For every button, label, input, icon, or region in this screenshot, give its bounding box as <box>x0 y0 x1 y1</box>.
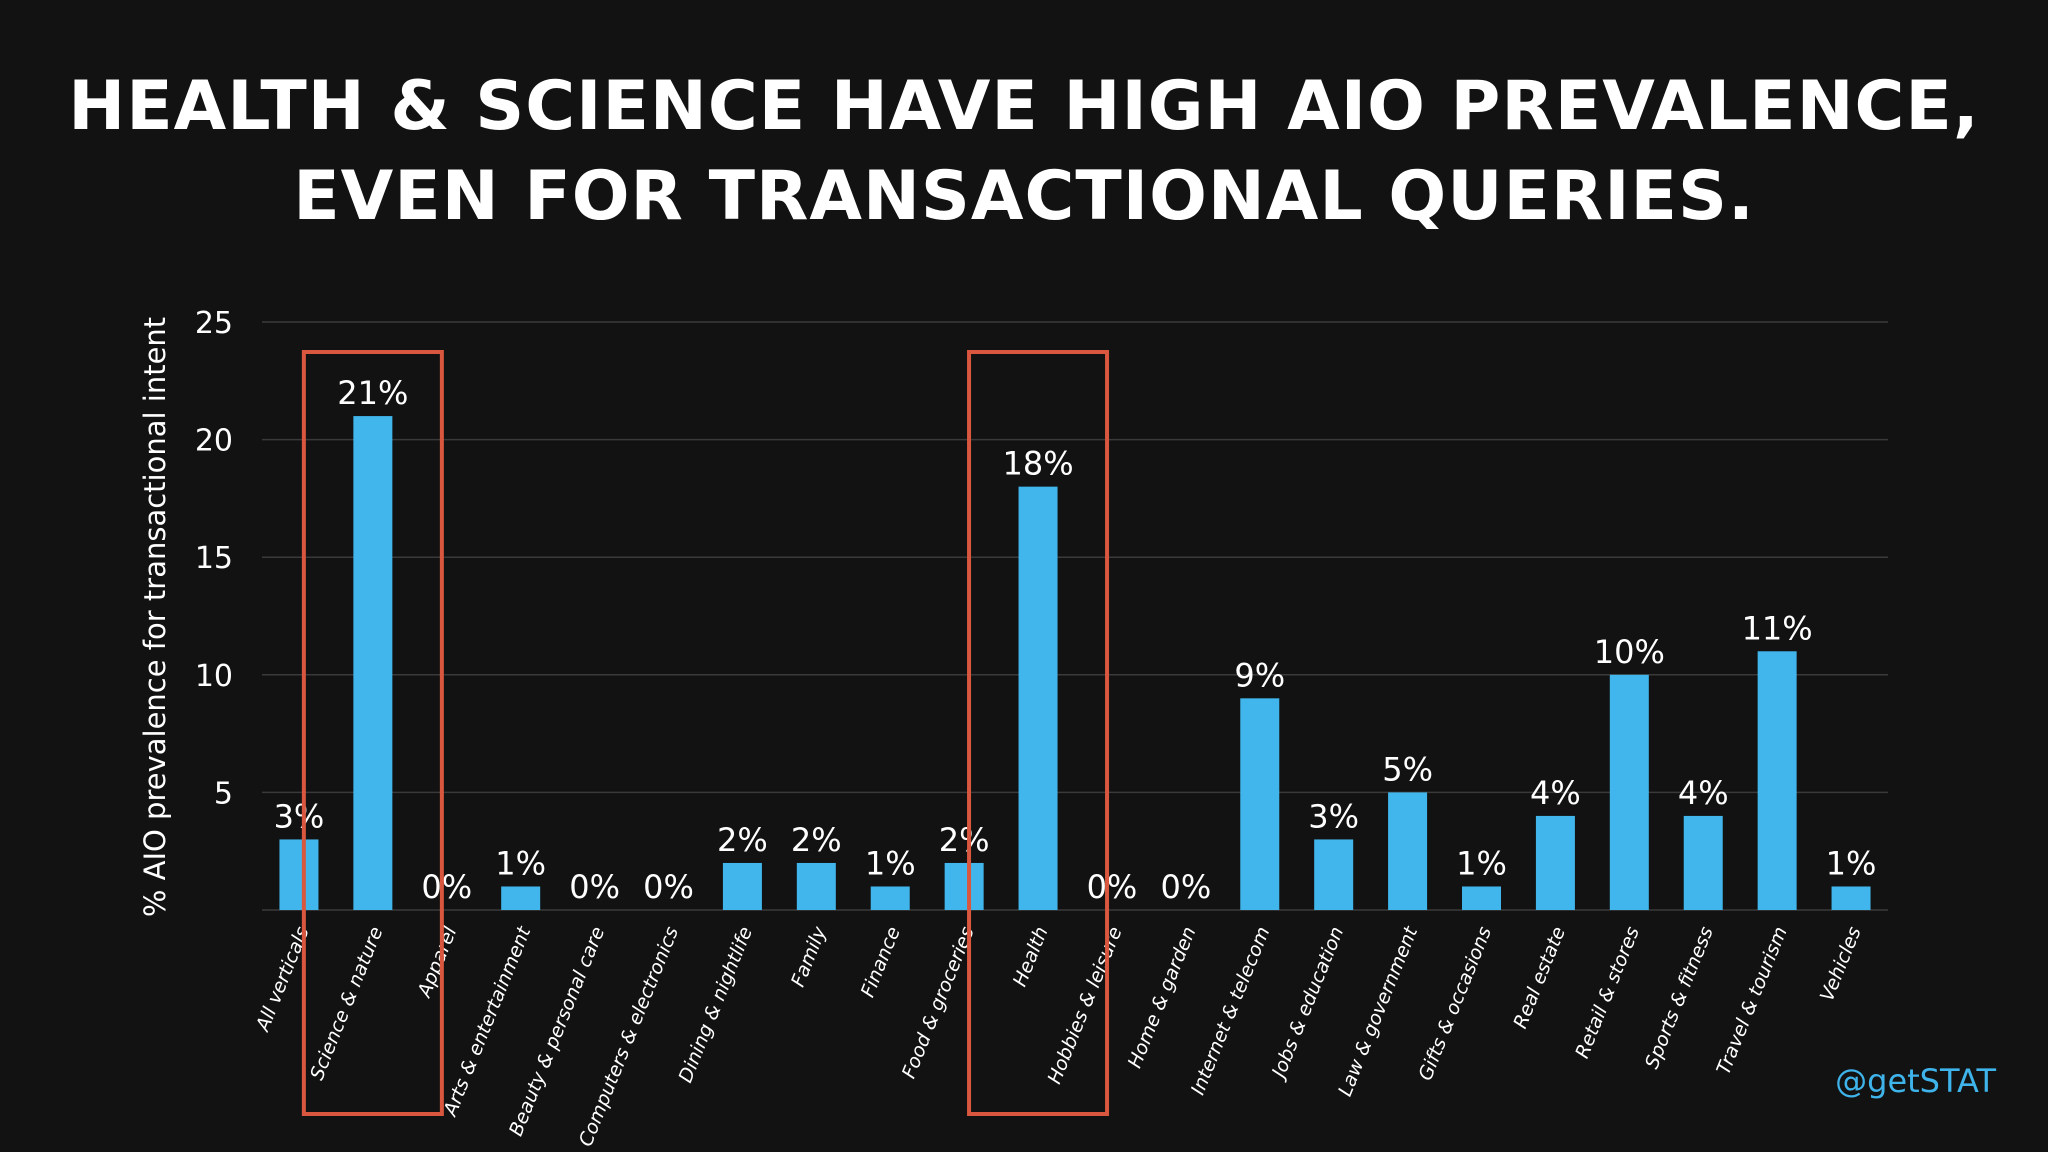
data-label: 5% <box>1382 750 1433 788</box>
x-tick-label: Sports & fitness <box>1641 924 1718 1072</box>
data-label: 0% <box>1087 868 1138 906</box>
data-label: 0% <box>569 868 620 906</box>
x-tick-label: Gifts & occasions <box>1414 924 1496 1084</box>
data-label: 1% <box>1826 844 1877 882</box>
bar <box>796 862 836 910</box>
x-tick-label: Apparel <box>413 923 462 1002</box>
bar <box>944 862 984 910</box>
bar <box>870 886 910 910</box>
x-tick-label: Hobbies & leisure <box>1043 924 1126 1088</box>
bar <box>1462 886 1501 910</box>
x-tick-label: Retail & stores <box>1571 924 1644 1062</box>
bar <box>1757 651 1797 910</box>
x-tick-label: Family <box>787 923 831 990</box>
bar <box>722 862 762 910</box>
bar <box>1018 486 1058 910</box>
data-label: 11% <box>1742 609 1813 647</box>
y-tick-label: 15 <box>195 541 233 576</box>
data-label: 10% <box>1594 633 1665 671</box>
x-tick-label: Dining & nightlife <box>674 924 757 1086</box>
highlight-box <box>967 350 1110 1116</box>
data-label: 21% <box>337 374 408 412</box>
data-label: 2% <box>939 821 990 859</box>
source-handle: @getSTAT <box>1835 1062 1996 1100</box>
data-label: 0% <box>421 868 472 906</box>
chart-title-line-2: EVEN FOR TRANSACTIONAL QUERIES. <box>293 157 1755 236</box>
data-label: 1% <box>865 844 916 882</box>
y-tick-label: 25 <box>195 306 233 341</box>
data-label: 0% <box>643 868 694 906</box>
data-label: 2% <box>791 821 842 859</box>
y-tick-label: 5 <box>214 776 233 811</box>
bar <box>1609 674 1649 910</box>
data-label: 0% <box>1160 868 1211 906</box>
bar <box>279 839 319 910</box>
bar <box>1240 698 1280 910</box>
bar <box>1831 886 1871 910</box>
y-axis-title: % AIO prevalence for transactional inten… <box>138 317 172 917</box>
x-tick-label: Law & government <box>1334 922 1423 1099</box>
data-label: 1% <box>1456 844 1507 882</box>
x-tick-label: Science & nature <box>306 924 388 1084</box>
y-tick-label: 10 <box>195 659 233 694</box>
x-tick-label: Travel & tourism <box>1712 924 1791 1078</box>
data-label: 2% <box>717 821 768 859</box>
y-tick-label: 20 <box>195 424 233 459</box>
chart-title-line-1: HEALTH & SCIENCE HAVE HIGH AIO PREVALENC… <box>68 67 1980 146</box>
data-label: 3% <box>274 797 325 835</box>
x-tick-label: Internet & telecom <box>1187 924 1275 1099</box>
x-tick-label: Health <box>1009 924 1053 990</box>
bar <box>1535 815 1575 910</box>
x-tick-label: Finance <box>857 924 905 1001</box>
bar <box>501 886 541 910</box>
highlight-box <box>301 350 444 1116</box>
x-tick-label: Jobs & education <box>1266 924 1348 1085</box>
bar <box>1683 815 1723 910</box>
bar <box>1314 839 1354 910</box>
chart-title: HEALTH & SCIENCE HAVE HIGH AIO PREVALENC… <box>0 62 2048 242</box>
x-tick-label: Home & garden <box>1124 924 1201 1072</box>
data-label: 3% <box>1308 797 1359 835</box>
data-label: 1% <box>495 844 546 882</box>
x-tick-label: Real estate <box>1509 924 1570 1032</box>
data-label: 9% <box>1234 656 1285 694</box>
data-label: 4% <box>1530 774 1581 812</box>
x-tick-label: Vehicles <box>1816 924 1866 1005</box>
x-tick-label: Food & groceries <box>898 924 979 1082</box>
data-label: 4% <box>1678 774 1729 812</box>
bar <box>353 416 393 910</box>
data-label: 18% <box>1002 445 1073 483</box>
bar <box>1388 792 1428 910</box>
